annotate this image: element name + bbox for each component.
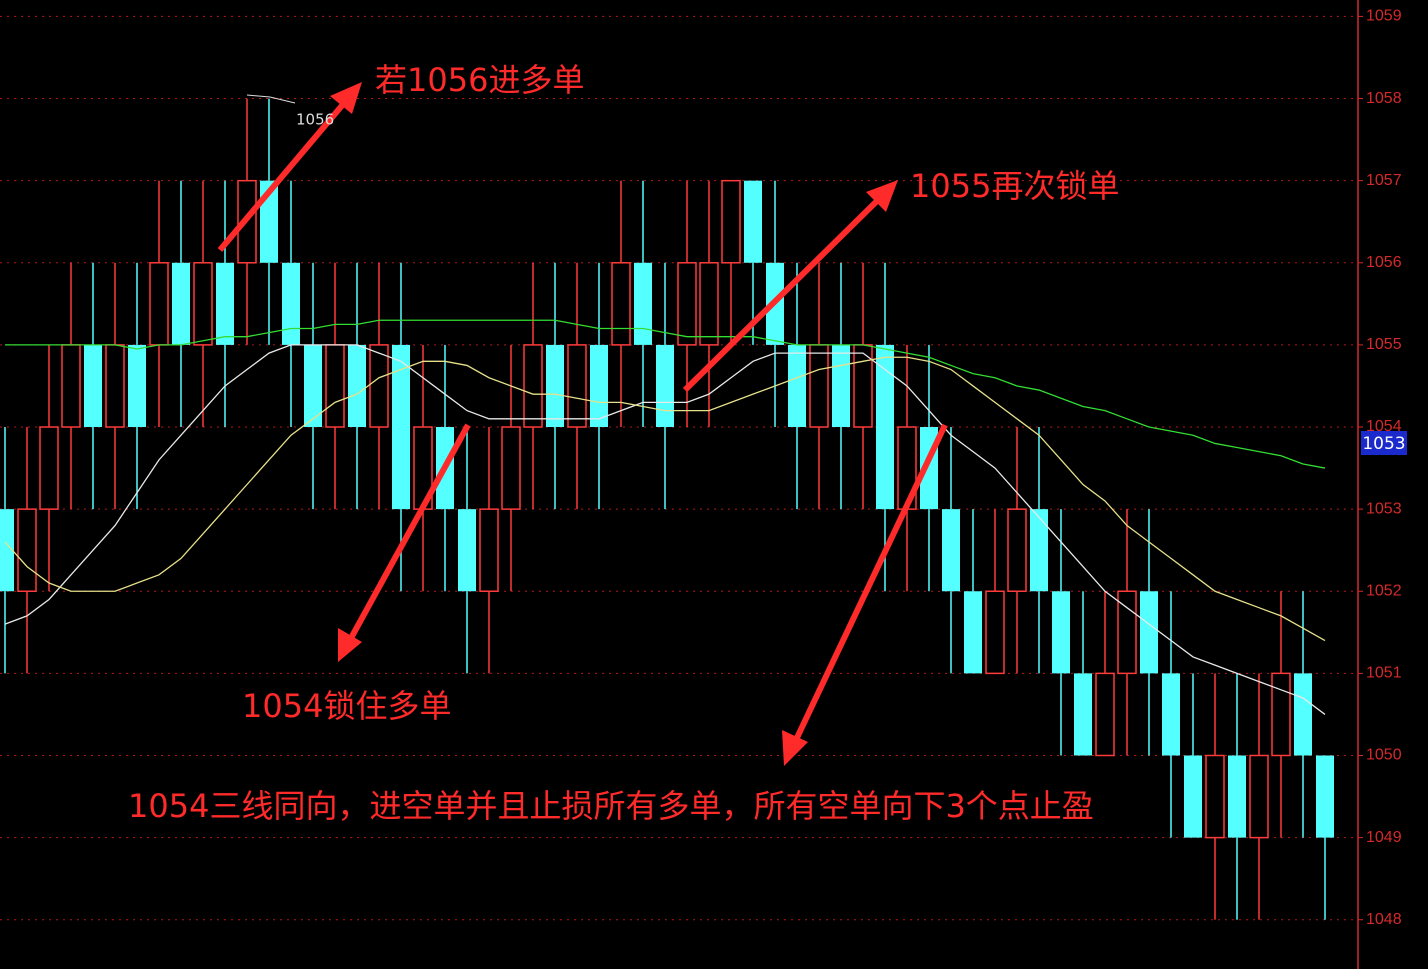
y-tick-label: 1052	[1366, 582, 1402, 599]
candle-up	[611, 262, 631, 346]
arrow-head	[338, 628, 362, 662]
candle-down	[348, 344, 366, 428]
annotation: 若1056进多单	[375, 61, 584, 99]
candle-up	[1117, 590, 1137, 675]
arrows	[217, 82, 948, 766]
y-tick-label: 1048	[1366, 911, 1402, 928]
y-tick-label: 1050	[1366, 747, 1402, 764]
candle-down	[282, 262, 300, 345]
candle-up	[1007, 508, 1027, 593]
candle-up	[17, 508, 37, 593]
candle-up	[985, 590, 1005, 675]
candle-down	[1162, 673, 1180, 756]
candle-up	[1095, 672, 1115, 757]
candle-down	[964, 591, 982, 674]
candle-down	[1074, 673, 1092, 756]
price-tag: 1053	[1362, 434, 1405, 454]
y-tick-label: 1057	[1366, 172, 1402, 189]
moving-average-line	[4, 344, 1326, 715]
high-label: 1056	[296, 111, 334, 129]
high-marker	[246, 94, 296, 104]
candle-down	[634, 262, 652, 345]
candle-down	[590, 344, 608, 428]
arrow	[217, 100, 348, 252]
candle-down	[458, 509, 476, 592]
candle-down	[832, 344, 850, 428]
annotation: 1054锁住多单	[242, 687, 451, 725]
candle-up	[39, 426, 59, 510]
candle-down	[128, 344, 146, 428]
y-tick-label: 1049	[1366, 829, 1402, 846]
candle-down	[172, 262, 190, 345]
y-tick-label: 1054	[1366, 418, 1402, 435]
y-tick-label: 1055	[1366, 336, 1402, 353]
candle-down	[656, 344, 674, 428]
candle-up	[479, 508, 499, 593]
candle-down	[84, 344, 102, 428]
y-tick-label: 1059	[1366, 8, 1402, 25]
candle-up	[699, 262, 719, 346]
candle-up	[677, 262, 697, 346]
y-tick-label: 1053	[1366, 500, 1402, 517]
arrow-head	[866, 180, 898, 212]
candle-up	[501, 426, 521, 510]
candle-up	[721, 179, 741, 264]
candle-down	[1140, 591, 1158, 674]
candle-up	[1205, 754, 1225, 839]
y-tick-label: 1051	[1366, 665, 1402, 682]
moving-average-line	[4, 356, 1326, 642]
arrow-head	[330, 82, 362, 114]
moving-average-line	[5, 319, 1326, 469]
candle-down	[942, 509, 960, 592]
candle-up	[567, 344, 587, 428]
candle-down	[1228, 755, 1246, 838]
candle-up	[1271, 672, 1291, 757]
candle-down	[1316, 755, 1334, 838]
candle-down	[744, 180, 762, 263]
candle-down	[876, 344, 894, 510]
arrow	[792, 423, 948, 744]
annotation: 1054三线同向，进空单并且止损所有多单，所有空单向下3个点止盈	[128, 787, 1094, 825]
annotation: 1055再次锁单	[910, 167, 1119, 205]
candle-down	[216, 262, 234, 345]
candle-down	[392, 344, 410, 510]
arrow	[347, 423, 471, 642]
y-tick-label: 1056	[1366, 254, 1402, 271]
candle-down	[304, 344, 322, 428]
candle-up	[237, 179, 257, 264]
candle-up	[1249, 754, 1269, 839]
candle-up	[369, 344, 389, 428]
price-tag-box	[1361, 431, 1407, 455]
candle-down	[1052, 591, 1070, 674]
candle-down	[1184, 755, 1202, 838]
arrow-head	[782, 730, 808, 766]
labels: 1048104910501051105210531054105510561057…	[128, 8, 1407, 928]
candle-down	[0, 509, 14, 592]
candle-down	[546, 344, 564, 428]
candle-down	[1030, 509, 1048, 592]
arrow	[682, 195, 883, 393]
candle-up	[193, 262, 213, 346]
y-tick-label: 1058	[1366, 90, 1402, 107]
candle-up	[523, 344, 543, 428]
candle-down	[788, 344, 806, 428]
candle-down	[1294, 673, 1312, 756]
plot	[0, 98, 1334, 920]
